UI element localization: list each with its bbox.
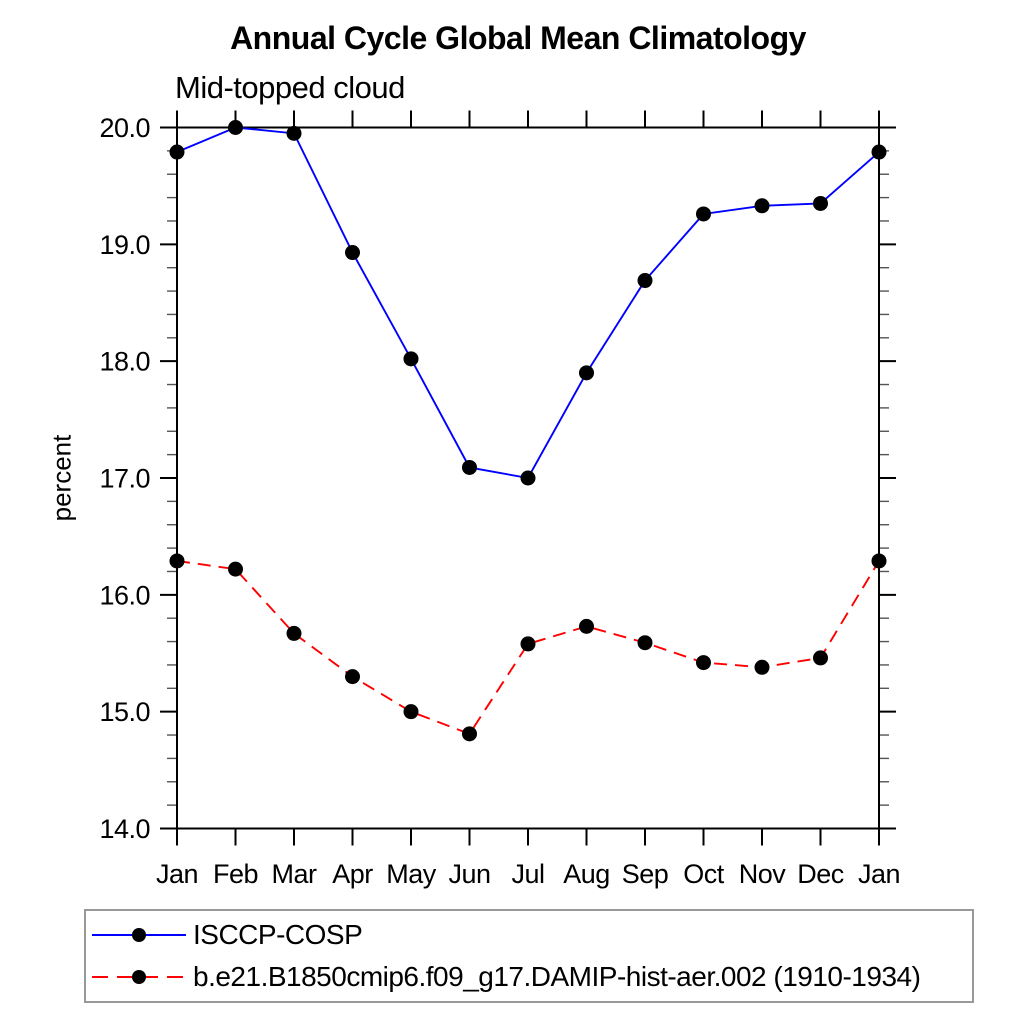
data-point [754, 198, 770, 214]
data-point [696, 206, 711, 222]
legend-label-model-run: b.e21.B1850cmip6.f09_g17.DAMIP-hist-aer.… [193, 961, 921, 992]
x-tick-label: Jun [448, 859, 490, 889]
data-point [579, 365, 594, 381]
series-markers-0 [169, 120, 887, 486]
x-tick-labels: Jan Feb Mar Apr May Jun Jul Aug Sep Oct Nov Dec Jan [156, 859, 901, 889]
legend-line-sample-dashed-icon [92, 970, 186, 984]
data-point [286, 125, 302, 141]
data-point [520, 636, 536, 652]
y-tick-label: 19.0 [99, 230, 150, 260]
data-point [579, 618, 594, 634]
legend-line-sample-solid-icon [92, 928, 186, 942]
chart-subtitle: Mid-topped cloud [175, 70, 405, 105]
x-tick-label: Jan [858, 859, 900, 889]
x-tick-label: Aug [563, 859, 610, 889]
x-tick-label: Jul [511, 859, 544, 889]
x-tick-label: Sep [622, 859, 669, 889]
data-point [871, 553, 887, 569]
series-markers-1 [169, 553, 887, 742]
x-tick-label: May [386, 859, 437, 889]
data-point [462, 726, 477, 742]
x-tick-label: Apr [332, 859, 373, 889]
x-tick-label: Jan [156, 859, 198, 889]
series-line-0 [176, 126, 880, 480]
x-tick-label: Mar [272, 859, 318, 889]
data-point [228, 561, 243, 577]
x-tick-label: Dec [797, 859, 844, 889]
data-point [169, 553, 185, 569]
y-axis-major-ticks [160, 126, 896, 830]
data-point [286, 625, 302, 641]
x-tick-label: Feb [213, 859, 258, 889]
data-point [345, 245, 360, 261]
y-tick-label: 17.0 [99, 464, 150, 494]
data-point [871, 144, 887, 160]
data-point [696, 655, 711, 671]
y-tick-label: 14.0 [99, 814, 150, 844]
x-axis-ticks [176, 110, 880, 846]
data-point [520, 470, 536, 486]
data-point [637, 635, 653, 651]
data-point [462, 459, 477, 475]
legend-item-model-run: b.e21.B1850cmip6.f09_g17.DAMIP-hist-aer.… [89, 959, 972, 996]
data-point [637, 273, 653, 289]
y-tick-label: 18.0 [99, 347, 150, 377]
y-tick-label: 16.0 [99, 580, 150, 610]
data-point [345, 669, 360, 685]
chart-title: Annual Cycle Global Mean Climatology [230, 20, 806, 56]
x-tick-label: Nov [739, 859, 787, 889]
y-tick-label: 15.0 [99, 697, 150, 727]
plot-border [176, 126, 880, 830]
data-point [813, 650, 828, 666]
y-axis-minor-ticks [167, 150, 889, 806]
legend-box: ISCCP-COSP b.e21.B1850cmip6.f09_g17.DAMI… [84, 909, 974, 1003]
y-tick-labels: 14.0 15.0 16.0 17.0 18.0 19.0 20.0 [99, 113, 150, 844]
data-point [754, 659, 770, 675]
data-point [813, 195, 828, 211]
data-point [228, 120, 243, 135]
y-tick-label: 20.0 [99, 113, 150, 143]
data-point [169, 144, 185, 160]
data-point [403, 704, 419, 720]
legend-item-isccp-cosp: ISCCP-COSP [89, 917, 972, 954]
x-tick-label: Oct [683, 859, 725, 889]
data-point [403, 351, 419, 367]
legend-label-isccp-cosp: ISCCP-COSP [193, 919, 363, 950]
